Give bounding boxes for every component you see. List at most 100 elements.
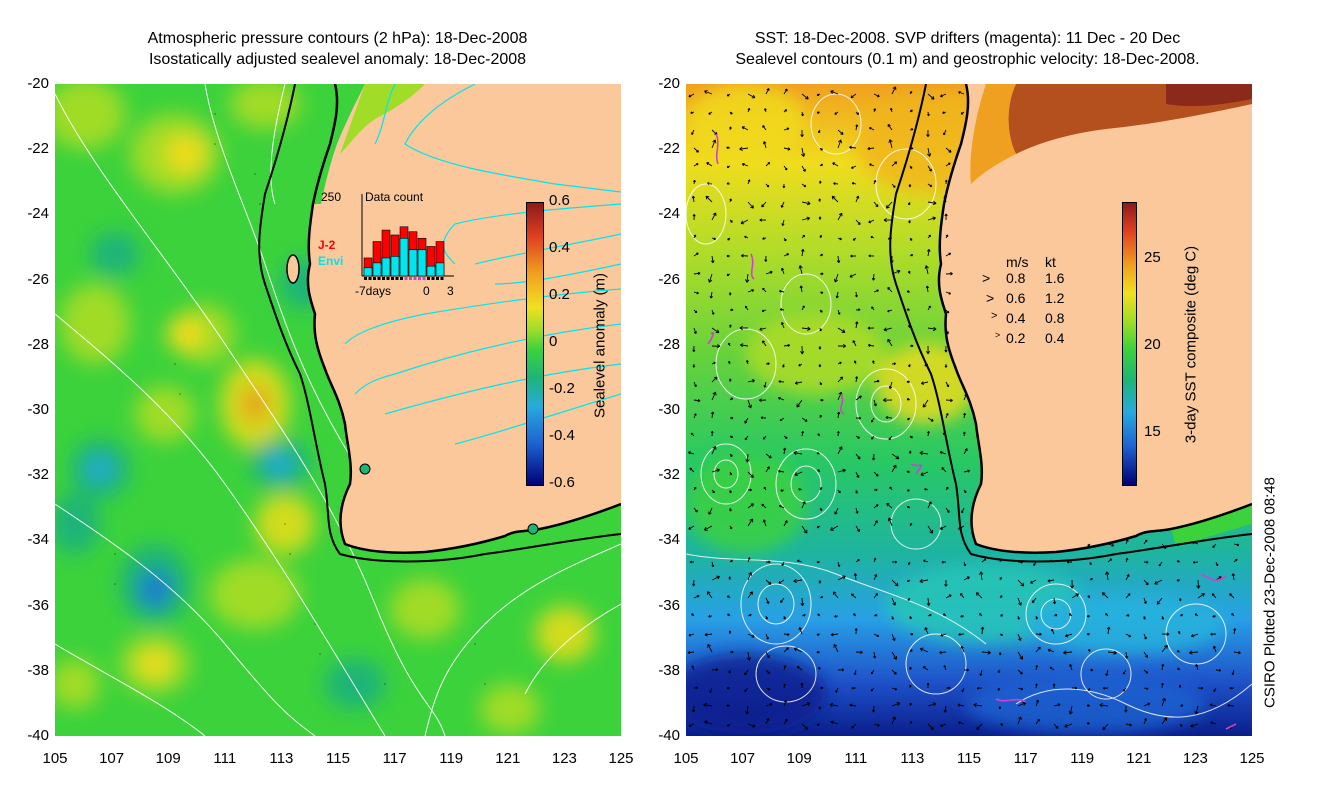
- velocity-arrow: [745, 453, 750, 463]
- velocity-arrow: [1215, 561, 1219, 567]
- velocity-arrow: [891, 362, 897, 366]
- velocity-arrow: [1088, 687, 1091, 692]
- velocity-arrow: [801, 430, 805, 437]
- velocity-arrow: [693, 594, 700, 599]
- velocity-arrow: [1069, 664, 1073, 671]
- velocity-arrow: [801, 525, 808, 534]
- velocity-arrow: [765, 270, 773, 275]
- velocity-arrow: [1087, 595, 1091, 599]
- velocity-arrow: [741, 126, 749, 131]
- velocity-arrow: [1107, 558, 1113, 563]
- velocity-arrow: [740, 219, 749, 225]
- velocity-arrow: [778, 579, 785, 584]
- velocity-arrow: [693, 147, 699, 153]
- velocity-arrow: [891, 716, 896, 725]
- velocity-arrow: [739, 146, 749, 151]
- velocity-arrow: [944, 179, 948, 185]
- velocity-arrow: [943, 613, 947, 617]
- velocity-arrow: [801, 702, 811, 707]
- velocity-arrow: [1178, 684, 1182, 689]
- velocity-arrow: [1233, 628, 1237, 635]
- velocity-arrow: [744, 435, 749, 441]
- velocity-arrow: [726, 182, 731, 185]
- velocity-arrow: [1143, 539, 1148, 545]
- velocity-arrow: [853, 669, 857, 676]
- velocity-arrow: [835, 291, 839, 299]
- velocity-arrow: [796, 559, 803, 563]
- velocity-arrow: [765, 466, 770, 473]
- velocity-legend-ms-0.8: 0.8: [1006, 270, 1026, 286]
- velocity-arrow: [906, 489, 911, 492]
- velocity-arrow: [688, 525, 695, 530]
- velocity-arrow: [873, 201, 879, 208]
- velocity-arrow: [1071, 593, 1080, 599]
- velocity-arrow: [711, 327, 720, 334]
- velocity-arrow: [919, 578, 929, 584]
- velocity-arrow: [975, 592, 983, 599]
- velocity-arrow: [852, 237, 857, 241]
- velocity-arrow: [908, 183, 912, 188]
- velocity-arrow: [765, 717, 770, 725]
- velocity-arrow: [780, 267, 785, 275]
- velocity-arrow: [783, 127, 790, 131]
- velocity-arrow: [944, 345, 948, 353]
- velocity-arrow: [693, 234, 697, 239]
- velocity-arrow: [796, 665, 803, 671]
- velocity-arrow: [765, 183, 770, 188]
- velocity-arrow: [873, 614, 878, 617]
- histogram-bar-envi: [408, 249, 418, 277]
- velocity-arrow: [883, 327, 893, 332]
- velocity-arrow: [891, 86, 897, 95]
- velocity-arrow: [909, 615, 912, 620]
- velocity-arrow: [783, 699, 787, 707]
- histogram-series-envi: Envi: [318, 254, 344, 268]
- velocity-arrow: [909, 165, 913, 169]
- velocity-arrow: [778, 380, 785, 384]
- sst-colorbar-label: 3-day SST composite (deg C): [1182, 245, 1200, 444]
- velocity-arrow: [906, 579, 911, 583]
- velocity-arrow: [837, 237, 842, 241]
- velocity-arrow: [1178, 597, 1182, 602]
- velocity-arrow: [849, 703, 857, 707]
- velocity-arrow: [922, 666, 929, 671]
- histogram-ymax: 250: [321, 190, 342, 204]
- velocity-arrow: [729, 324, 732, 329]
- velocity-arrow: [978, 613, 983, 617]
- velocity-arrow: [818, 345, 822, 350]
- velocity-arrow: [836, 430, 840, 437]
- velocity-arrow: [1017, 687, 1024, 691]
- velocity-arrow: [1161, 682, 1164, 689]
- sst-colorbar: [1122, 202, 1137, 486]
- velocity-arrow: [855, 219, 861, 226]
- histogram-day-marker: [404, 277, 408, 280]
- velocity-arrow: [818, 216, 822, 221]
- velocity-arrow: [1124, 705, 1128, 713]
- histogram-bar-envi: [417, 249, 427, 277]
- velocity-arrow: [1063, 650, 1073, 655]
- lon-label: 105: [42, 750, 68, 767]
- histogram-day-marker: [395, 277, 399, 280]
- velocity-arrow: [727, 237, 731, 241]
- velocity-arrow: [873, 93, 880, 98]
- velocity-arrow: [729, 126, 732, 131]
- velocity-arrow: [973, 702, 983, 708]
- velocity-arrow: [782, 363, 785, 368]
- velocity-arrow: [819, 291, 824, 294]
- velocity-arrow: [997, 669, 1001, 673]
- velocity-arrow: [1143, 633, 1147, 640]
- velocity-arrow: [710, 255, 715, 264]
- velocity-arrow: [1068, 613, 1073, 617]
- velocity-arrow: [1017, 633, 1022, 641]
- velocity-arrow: [855, 111, 860, 115]
- velocity-arrow: [909, 666, 912, 671]
- velocity-arrow: [963, 448, 968, 455]
- lat-label: -34: [27, 531, 49, 549]
- velocity-arrow: [883, 218, 893, 223]
- velocity-arrow: [849, 145, 857, 150]
- velocity-arrow: [873, 379, 880, 383]
- velocity-arrow: [870, 669, 875, 675]
- velocity-arrow: [870, 235, 875, 239]
- velocity-arrow: [963, 489, 967, 494]
- velocity-arrow: [1086, 704, 1091, 708]
- velocity-arrow: [798, 265, 803, 275]
